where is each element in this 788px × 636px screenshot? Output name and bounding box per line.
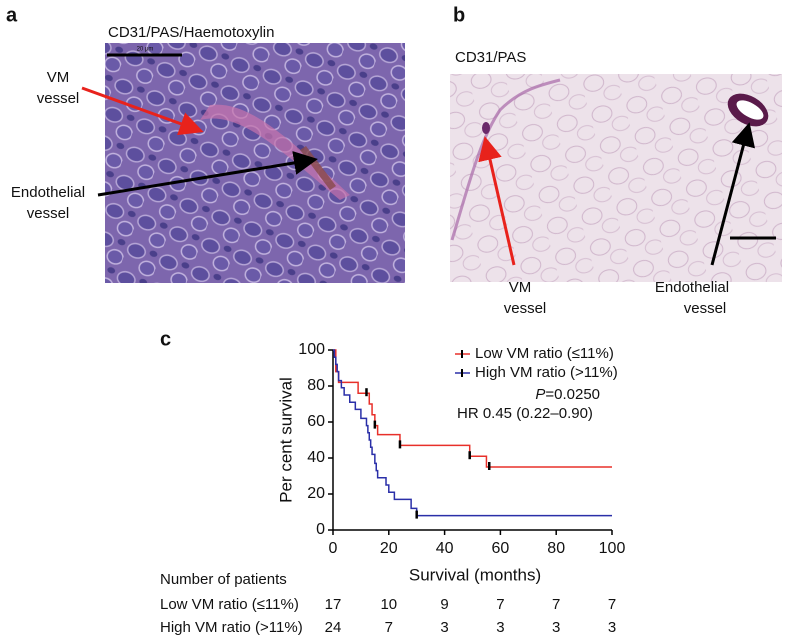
y-tick-label: 100	[298, 341, 325, 358]
micrograph	[105, 43, 405, 283]
panel-label: c	[160, 328, 171, 350]
table-cell: 9	[440, 596, 448, 613]
y-tick-label: 60	[307, 413, 325, 430]
x-tick-label: 20	[380, 540, 398, 557]
table-cell: 10	[380, 596, 397, 613]
table-title: Number of patients	[160, 571, 287, 588]
table-cell: 17	[325, 596, 342, 613]
annotation: vessel	[37, 90, 80, 107]
panel-label: b	[453, 4, 465, 26]
table-cell: 3	[440, 619, 448, 636]
hazard-ratio: HR 0.45 (0.22–0.90)	[457, 405, 593, 422]
y-tick-label: 80	[307, 377, 325, 394]
annotation: VM	[509, 279, 532, 296]
annotation: VM	[47, 69, 70, 86]
x-axis-label: Survival (months)	[409, 565, 541, 584]
micrograph	[450, 74, 782, 282]
p-symbol: P	[535, 386, 545, 403]
y-tick-label: 20	[307, 485, 325, 502]
table-cell: 7	[385, 619, 393, 636]
legend-label: Low VM ratio (≤11%)	[475, 345, 614, 362]
vessel-stain	[200, 104, 350, 200]
table-cell: 3	[608, 619, 616, 636]
legend-label: High VM ratio (>11%)	[475, 364, 618, 381]
y-axis-label: Per cent survival	[276, 377, 295, 503]
x-tick-label: 100	[599, 540, 626, 557]
table-cell: 24	[325, 619, 342, 636]
table-cell: 7	[552, 596, 560, 613]
annotation: vessel	[27, 205, 70, 222]
x-tick-label: 0	[329, 540, 338, 557]
annotation: vessel	[504, 300, 547, 317]
arrow	[710, 122, 756, 266]
table-row-label: Low VM ratio (≤11%)	[160, 596, 299, 613]
arrow	[81, 86, 204, 136]
arrow	[478, 136, 516, 266]
panel-title: CD31/PAS	[455, 49, 526, 66]
table-cell: 7	[496, 596, 504, 613]
p-text: =0.0250	[545, 386, 600, 403]
vessel-lumen	[736, 100, 764, 120]
x-tick-label: 40	[436, 540, 454, 557]
p-value: P=0.0250	[535, 386, 600, 403]
table-cell: 7	[608, 596, 616, 613]
panel-title: CD31/PAS/Haemotoxylin	[108, 24, 274, 41]
survival-curve	[333, 349, 612, 517]
annotation: Endothelial	[655, 279, 729, 296]
x-tick-label: 80	[547, 540, 565, 557]
table-row-label: High VM ratio (>11%)	[160, 619, 303, 636]
panel-label: a	[6, 4, 18, 26]
y-tick-label: 0	[316, 521, 325, 538]
vessel-stain	[482, 122, 490, 134]
x-tick-label: 60	[492, 540, 510, 557]
annotation: Endothelial	[11, 184, 85, 201]
table-cell: 3	[496, 619, 504, 636]
annotation: vessel	[684, 300, 727, 317]
arrow	[97, 151, 318, 197]
vessel-stain	[450, 78, 561, 241]
scale-label: 20 µm	[137, 47, 154, 53]
y-tick-label: 40	[307, 449, 325, 466]
table-cell: 3	[552, 619, 560, 636]
